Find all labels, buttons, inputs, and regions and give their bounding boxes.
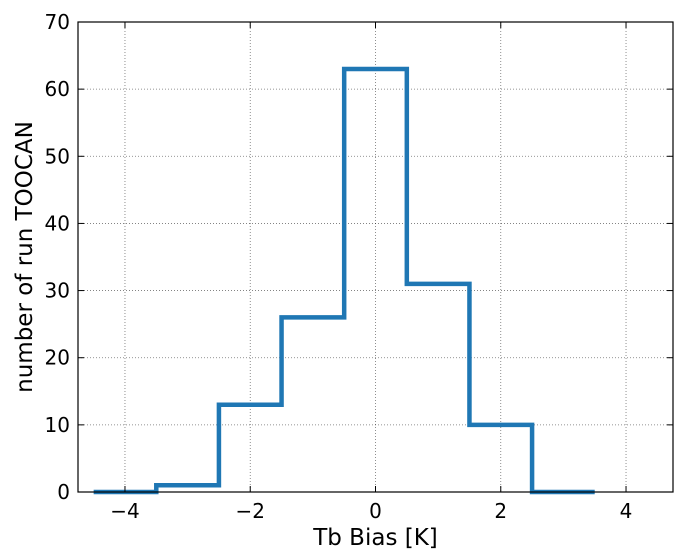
y-tick-label: 40 [45,211,70,235]
x-axis-title: Tb Bias [K] [312,525,438,550]
y-tick-label: 30 [45,279,70,303]
histogram-step-line [93,66,595,495]
x-tick-label: 0 [369,499,382,523]
histogram-bin [219,405,282,492]
x-tick-label: −2 [235,499,264,523]
x-tick-label: 2 [494,499,507,523]
histogram-bin [469,425,532,492]
y-tick-label: 10 [45,413,70,437]
tick-marks [78,21,673,493]
y-tick-label: 60 [45,77,70,101]
histogram-series-layer [93,66,595,495]
y-tick-label: 70 [45,10,70,34]
y-tick-label: 0 [57,480,70,504]
y-axis-title: number of run TOOCAN [12,121,38,393]
y-tick-label: 50 [45,144,70,168]
histogram-bin [344,69,407,492]
histogram-bin [282,317,345,492]
histogram-bin [407,284,470,492]
x-tick-label: 4 [620,499,633,523]
histogram-bin [156,485,219,492]
x-tick-label: −4 [110,499,139,523]
y-tick-label: 20 [45,346,70,370]
x-tick-labels: −4 −2 0 2 4 [110,499,632,523]
y-tick-labels: 0 10 20 30 40 50 60 70 [45,10,70,504]
